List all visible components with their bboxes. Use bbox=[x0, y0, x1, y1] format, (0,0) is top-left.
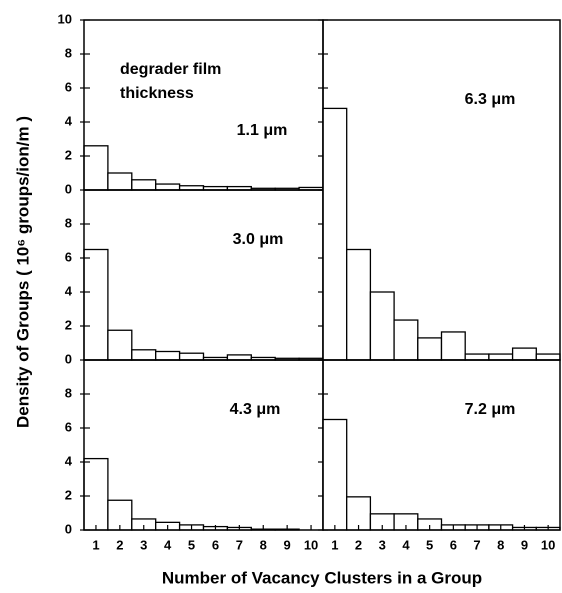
panel-frame bbox=[322, 359, 561, 531]
bar bbox=[346, 248, 372, 361]
y-tick-label: 2 bbox=[65, 487, 72, 502]
x-tick-label: 3 bbox=[379, 537, 386, 552]
x-tick-label: 6 bbox=[450, 537, 457, 552]
y-tick-label: 2 bbox=[65, 317, 72, 332]
panel-label: 3.0 μm bbox=[233, 231, 284, 248]
y-tick-label: 6 bbox=[65, 419, 72, 434]
y-tick-label: 8 bbox=[65, 215, 72, 230]
x-tick-label: 10 bbox=[304, 537, 318, 552]
x-tick-label: 7 bbox=[236, 537, 243, 552]
x-tick-label: 8 bbox=[497, 537, 504, 552]
panel-label: 1.1 μm bbox=[237, 122, 288, 139]
bar bbox=[83, 145, 109, 191]
panel-label: 4.3 μm bbox=[230, 401, 281, 418]
y-tick-label: 4 bbox=[65, 283, 73, 298]
bar bbox=[464, 353, 490, 361]
y-tick-label: 8 bbox=[65, 45, 72, 60]
x-tick-label: 3 bbox=[140, 537, 147, 552]
bar bbox=[107, 172, 133, 191]
x-tick-label: 2 bbox=[355, 537, 362, 552]
bar bbox=[178, 352, 205, 361]
x-tick-label: 5 bbox=[188, 537, 195, 552]
bar bbox=[417, 337, 443, 361]
y-tick-label: 0 bbox=[65, 521, 72, 536]
note: degrader film bbox=[120, 61, 221, 78]
y-axis-label: Density of Groups ( 10⁶ groups/ion/m ) bbox=[13, 116, 32, 428]
x-tick-label: 1 bbox=[331, 537, 338, 552]
bar bbox=[322, 418, 348, 531]
bar bbox=[107, 329, 133, 361]
bar bbox=[83, 248, 109, 361]
x-tick-label: 4 bbox=[164, 537, 172, 552]
y-tick-label: 6 bbox=[65, 249, 72, 264]
y-tick-label: 0 bbox=[65, 351, 72, 366]
x-tick-label: 1 bbox=[92, 537, 99, 552]
bar bbox=[322, 107, 348, 361]
bar bbox=[131, 179, 157, 191]
bar bbox=[369, 291, 395, 361]
y-tick-label: 2 bbox=[65, 147, 72, 162]
note: thickness bbox=[120, 85, 194, 102]
panel-label: 7.2 μm bbox=[465, 401, 516, 418]
y-tick-label: 4 bbox=[65, 453, 73, 468]
x-tick-label: 4 bbox=[402, 537, 410, 552]
bar bbox=[393, 319, 419, 361]
bar bbox=[440, 331, 466, 361]
panel-label: 6.3 μm bbox=[465, 91, 516, 108]
bar bbox=[155, 183, 181, 191]
x-axis-label: Number of Vacancy Clusters in a Group bbox=[162, 568, 482, 587]
y-tick-label: 4 bbox=[65, 113, 73, 128]
bar bbox=[488, 353, 514, 361]
panel-frame bbox=[83, 19, 324, 191]
x-tick-label: 8 bbox=[260, 537, 267, 552]
x-tick-label: 2 bbox=[116, 537, 123, 552]
y-tick-label: 0 bbox=[65, 181, 72, 196]
x-tick-label: 9 bbox=[521, 537, 528, 552]
y-tick-label: 8 bbox=[65, 385, 72, 400]
bar bbox=[83, 457, 109, 531]
x-tick-label: 5 bbox=[426, 537, 433, 552]
x-tick-label: 10 bbox=[541, 537, 555, 552]
x-tick-label: 6 bbox=[212, 537, 219, 552]
bar bbox=[511, 347, 537, 361]
x-tick-label: 7 bbox=[473, 537, 480, 552]
bar bbox=[155, 350, 181, 361]
y-tick-label: 10 bbox=[58, 11, 72, 26]
bar bbox=[535, 353, 561, 361]
bar bbox=[226, 354, 252, 361]
y-tick-label: 6 bbox=[65, 79, 72, 94]
x-tick-label: 9 bbox=[284, 537, 291, 552]
bar bbox=[131, 349, 157, 361]
